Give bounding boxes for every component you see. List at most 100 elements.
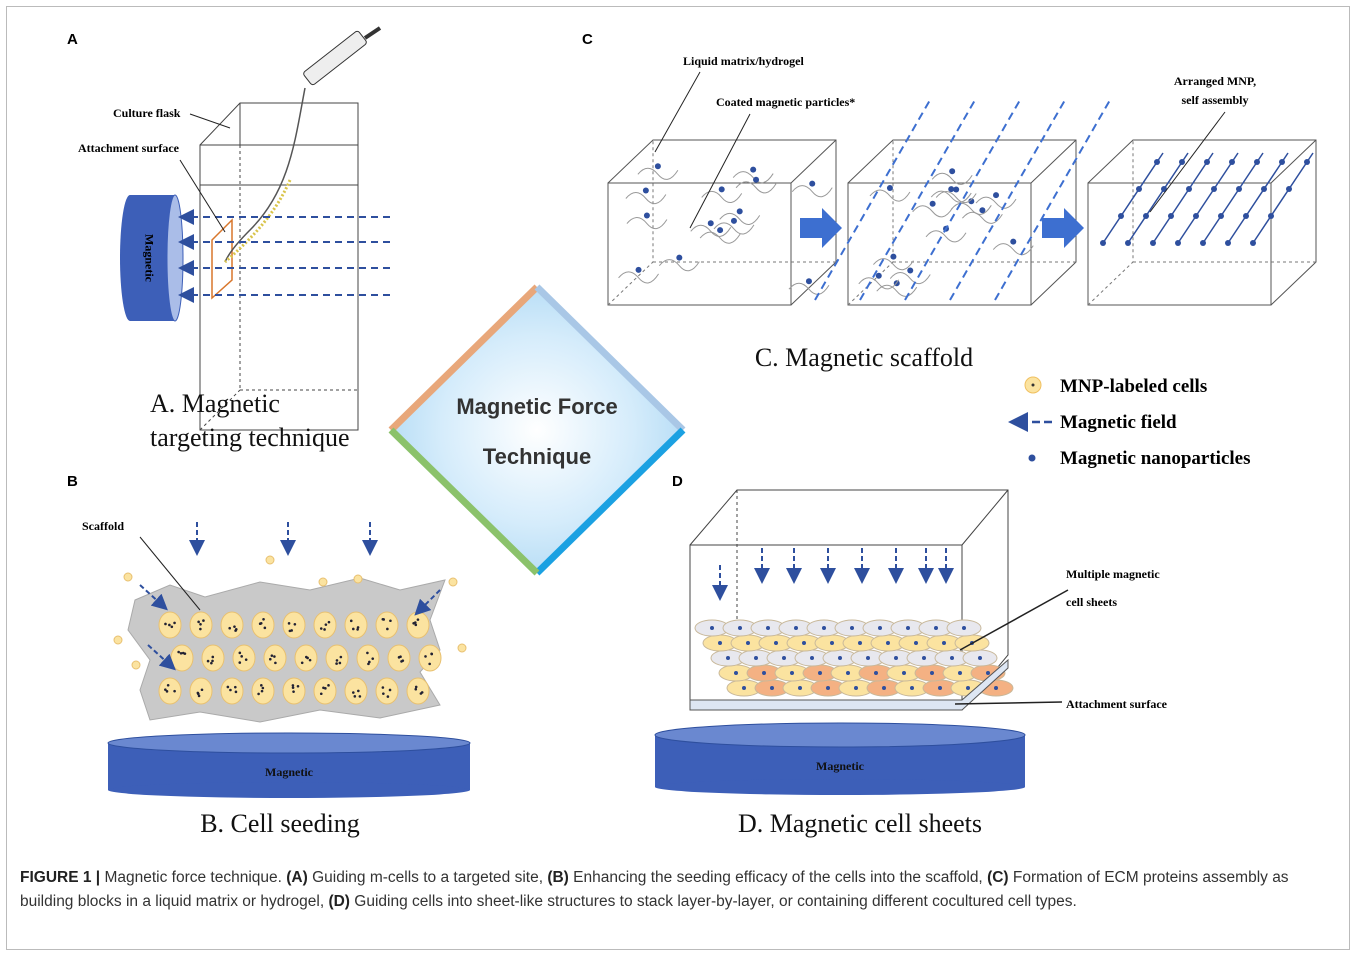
flask	[200, 103, 358, 430]
chain	[1153, 153, 1213, 243]
legend-label: Magnetic field	[1060, 412, 1177, 433]
nucleus	[838, 656, 842, 660]
nucleus	[874, 671, 878, 675]
panel-letter: B	[67, 473, 78, 490]
particle	[644, 213, 650, 219]
dot	[211, 656, 214, 659]
caption-text: Guiding m-cells to a targeted site,	[312, 869, 543, 886]
magnet-b: Magnetic	[108, 733, 470, 798]
legend: MNP-labeled cells Magnetic field Magneti…	[1018, 376, 1251, 469]
magnet-label: Magnetic	[265, 765, 314, 779]
dot	[234, 686, 237, 689]
dot	[173, 690, 176, 693]
particle	[1168, 213, 1174, 219]
particle	[1193, 213, 1199, 219]
dot	[260, 684, 263, 687]
dot	[387, 695, 390, 698]
page: Figure {"figure": { "panel_a": {"letter"…	[0, 0, 1358, 957]
chain	[1203, 153, 1263, 243]
dot	[386, 628, 389, 631]
particle	[949, 168, 955, 174]
fiber	[627, 218, 667, 229]
caption-intro: Magnetic force technique.	[104, 869, 282, 886]
dot	[259, 622, 262, 625]
field-line	[860, 100, 975, 300]
dot	[173, 622, 176, 625]
body: A Magnetic Culture flask Attachment surf…	[0, 0, 1358, 957]
dot	[327, 684, 330, 687]
particle	[655, 163, 661, 169]
cell	[345, 612, 367, 638]
dot	[240, 655, 243, 658]
nucleus	[766, 626, 770, 630]
particle	[1186, 186, 1192, 192]
dot	[368, 661, 371, 664]
dot	[238, 661, 241, 664]
nucleus	[774, 641, 778, 645]
cell	[171, 645, 193, 671]
dot	[389, 689, 392, 692]
fiber	[926, 231, 966, 242]
dot	[366, 652, 369, 655]
dot	[339, 662, 342, 665]
dot	[414, 624, 417, 627]
dot	[398, 656, 401, 659]
particle	[806, 278, 812, 284]
dot	[271, 654, 274, 657]
cell	[221, 678, 243, 704]
particle	[979, 207, 985, 213]
cell	[407, 612, 429, 638]
nucleus	[846, 671, 850, 675]
dot	[288, 622, 291, 625]
particle	[717, 227, 723, 233]
particle	[1150, 240, 1156, 246]
nucleus	[782, 656, 786, 660]
dot	[199, 628, 202, 631]
center-badge: Magnetic Force Technique	[391, 287, 683, 573]
dot	[261, 690, 264, 693]
particle	[1125, 240, 1131, 246]
dot	[235, 691, 238, 694]
nucleus	[906, 626, 910, 630]
nucleus	[934, 626, 938, 630]
dot	[356, 628, 359, 631]
cell	[190, 678, 212, 704]
particle	[636, 267, 642, 273]
dot	[430, 653, 433, 656]
legend-label: Magnetic nanoparticles	[1060, 448, 1251, 469]
chain	[1128, 153, 1188, 243]
dot	[359, 695, 362, 698]
fiber	[859, 278, 899, 289]
pointer	[180, 160, 225, 232]
free-cell	[319, 578, 327, 586]
dot	[289, 630, 292, 633]
box-edge	[848, 140, 1076, 305]
dot	[245, 658, 248, 661]
particle	[753, 177, 759, 183]
magnet-label: Magnetic	[142, 234, 156, 283]
dot	[389, 619, 392, 622]
nucleus	[710, 626, 714, 630]
dot	[415, 686, 418, 689]
dot	[320, 627, 323, 630]
arranged-label: Arranged MNP,	[1174, 74, 1256, 88]
dot	[164, 688, 167, 691]
particle	[719, 186, 725, 192]
dot	[292, 686, 295, 689]
dot	[294, 623, 297, 626]
fiber	[993, 244, 1033, 255]
fiber	[733, 172, 773, 183]
dot	[274, 662, 277, 665]
nucleus	[762, 671, 766, 675]
dot	[235, 628, 238, 631]
particle	[907, 268, 913, 274]
cell	[376, 612, 398, 638]
pointer	[960, 590, 1068, 650]
fiber	[873, 259, 913, 270]
sheets-label: Multiple magnetic	[1066, 567, 1160, 581]
particle	[1143, 213, 1149, 219]
caption-tag: (B)	[547, 869, 569, 886]
dot	[354, 695, 357, 698]
particle	[1154, 159, 1160, 165]
figure-caption: FIGURE 1 | Magnetic force technique. (A)…	[20, 866, 1336, 914]
